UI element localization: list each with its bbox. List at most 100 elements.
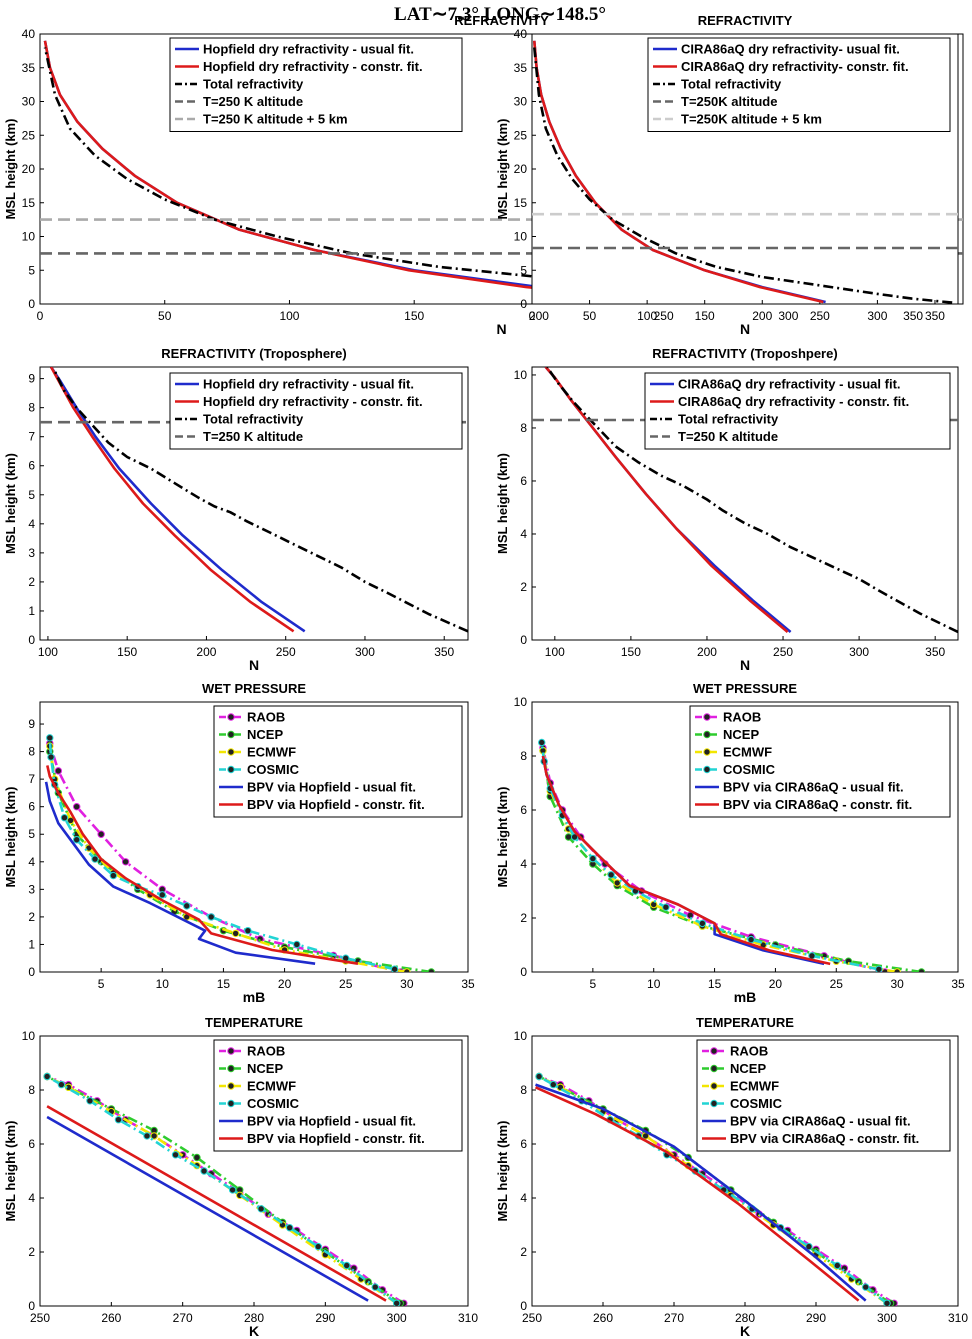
legend-marker — [710, 1082, 718, 1090]
x-tick-label: 280 — [244, 1311, 264, 1325]
legend: RAOB NCEP ECMWF COSMIC BPV via CIRA86aQ - us… — [696, 1039, 951, 1152]
series-line — [46, 1105, 387, 1302]
data-point — [314, 1242, 322, 1251]
x-tick-label: 35 — [951, 977, 965, 991]
data-point — [193, 1153, 201, 1162]
data-point — [805, 1242, 813, 1251]
legend-label: ECMWF — [730, 1079, 779, 1094]
data-point — [285, 1224, 294, 1232]
x-tick-label: 25 — [339, 977, 353, 991]
y-tick-label: 10 — [514, 368, 528, 382]
legend-label: BPV via CIRA86aQ - constr. fit. — [723, 797, 912, 812]
y-tick-label: 0 — [520, 633, 527, 647]
y-tick-label: 35 — [22, 61, 36, 75]
x-tick-label: 300 — [355, 645, 375, 659]
data-point — [244, 926, 252, 935]
legend-marker — [227, 713, 235, 721]
x-tick-label: 20 — [769, 977, 783, 991]
y-tick-label: 2 — [28, 910, 35, 924]
data-point — [747, 935, 755, 944]
x-tick-label: 250 — [30, 1311, 50, 1325]
x-tick-label: 250 — [773, 645, 793, 659]
legend-label: T=250 K altitude — [678, 429, 778, 444]
legend: RAOB NCEP ECMWF COSMIC BPV via Hopfield - us… — [213, 1039, 463, 1152]
y-tick-label: 10 — [514, 695, 528, 709]
x-tick-label: 200 — [752, 309, 772, 323]
y-tick-label: 5 — [28, 488, 35, 502]
data-point — [86, 1097, 94, 1105]
x-tick-label: 300 — [387, 1311, 407, 1325]
chart-p7: TEMPERATURE 250 260 270 280 290 300 310 0 2 4 6 8 10 K… — [3, 1015, 478, 1339]
legend-label: BPV via Hopfield - constr. fit. — [247, 1131, 425, 1146]
series-line — [46, 1115, 369, 1302]
series-line — [44, 781, 316, 965]
legend: Hopfield dry refractivity - usual fit. Ho… — [169, 372, 463, 450]
data-point — [650, 900, 658, 909]
y-tick-label: 0 — [28, 1299, 35, 1313]
x-tick-label: 30 — [400, 977, 414, 991]
y-tick-label: 8 — [28, 1083, 35, 1097]
legend-label: BPV via Hopfield - usual fit. — [247, 1114, 416, 1129]
data-point — [343, 1261, 351, 1270]
data-point — [698, 919, 707, 928]
chart-p6: WET PRESSURE 5 10 15 20 25 30 35 0 2 4 6 8 10 mB MSL he… — [495, 681, 965, 1005]
series-line — [49, 367, 295, 633]
legend-marker — [703, 765, 711, 774]
legend-label: COSMIC — [247, 1096, 300, 1111]
chart-title: TEMPERATURE — [205, 1015, 303, 1030]
data-point — [427, 968, 436, 972]
data-point — [97, 830, 105, 838]
legend: CIRA86aQ dry refractivity- usual fit. CIR… — [647, 37, 951, 132]
x-tick-label: 20 — [278, 977, 292, 991]
data-point — [158, 891, 166, 899]
y-tick-label: 0 — [520, 297, 527, 311]
legend-label: COSMIC — [730, 1096, 783, 1111]
data-point — [150, 1132, 158, 1140]
data-point — [403, 968, 411, 972]
data-point — [57, 1080, 66, 1089]
series-line — [43, 40, 677, 304]
y-tick-label: 6 — [520, 1137, 527, 1151]
y-tick-label: 9 — [28, 717, 35, 731]
y-tick-label: 1 — [28, 937, 35, 951]
legend-marker — [227, 1082, 235, 1090]
legend-label: BPV via Hopfield - constr. fit. — [247, 797, 425, 812]
y-axis-label: MSL height (km) — [3, 1121, 18, 1222]
data-point — [207, 913, 215, 921]
series-line — [535, 1083, 867, 1302]
series-line — [541, 755, 831, 966]
legend-label: NCEP — [247, 1061, 283, 1076]
legend-label: T=250K altitude + 5 km — [681, 112, 822, 127]
x-tick-label: 0 — [529, 309, 536, 323]
data-point — [549, 1080, 557, 1089]
legend-label: ECMWF — [247, 1079, 296, 1094]
legend-label: NCEP — [730, 1061, 766, 1076]
y-tick-label: 4 — [520, 857, 527, 871]
data-point — [121, 858, 130, 866]
chart-title: REFRACTIVITY (Troposhpere) — [652, 346, 837, 361]
legend-label: ECMWF — [247, 745, 296, 760]
chart-title: TEMPERATURE — [696, 1015, 794, 1030]
x-tick-label: 25 — [830, 977, 844, 991]
y-tick-label: 25 — [22, 128, 36, 142]
data-point — [231, 929, 240, 938]
data-point — [607, 871, 615, 879]
series-group — [534, 1072, 898, 1306]
y-tick-label: 5 — [28, 827, 35, 841]
legend-marker — [227, 1099, 235, 1108]
legend-label: T=250 K altitude + 5 km — [203, 112, 348, 127]
x-tick-label: 250 — [276, 645, 296, 659]
y-tick-label: 20 — [22, 162, 36, 176]
data-point — [371, 1283, 379, 1291]
y-tick-label: 10 — [22, 230, 36, 244]
figure-supertitle: LAT∼7.3° LONG∼148.5° — [394, 4, 606, 25]
legend-label: RAOB — [247, 710, 285, 725]
y-tick-label: 0 — [28, 633, 35, 647]
chart-title: REFRACTIVITY — [454, 13, 549, 28]
y-tick-label: 0 — [520, 1299, 527, 1313]
legend-marker — [227, 730, 235, 739]
data-point — [109, 871, 118, 880]
y-tick-label: 2 — [28, 575, 35, 589]
x-tick-label: 290 — [315, 1311, 335, 1325]
x-axis-label: N — [740, 321, 750, 337]
